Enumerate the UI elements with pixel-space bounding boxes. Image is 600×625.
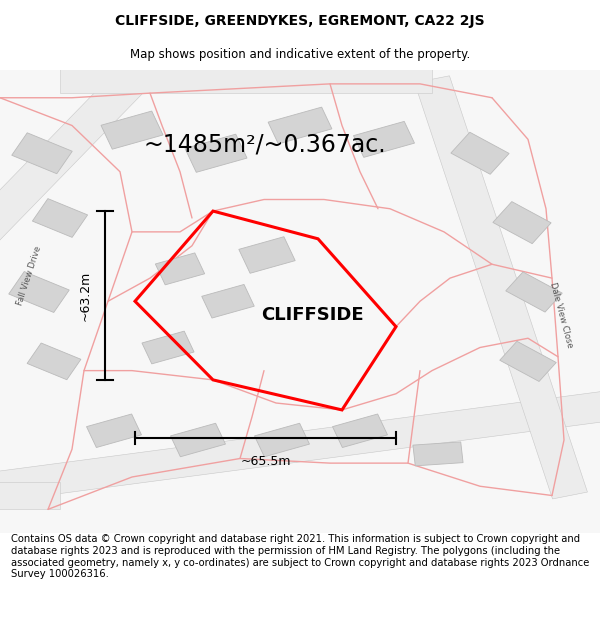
Text: Contains OS data © Crown copyright and database right 2021. This information is : Contains OS data © Crown copyright and d… <box>11 534 589 579</box>
Text: CLIFFSIDE, GREENDYKES, EGREMONT, CA22 2JS: CLIFFSIDE, GREENDYKES, EGREMONT, CA22 2J… <box>115 14 485 28</box>
Text: Map shows position and indicative extent of the property.: Map shows position and indicative extent… <box>130 48 470 61</box>
Polygon shape <box>170 423 226 457</box>
Polygon shape <box>32 199 88 238</box>
Polygon shape <box>9 271 69 312</box>
Polygon shape <box>506 272 562 312</box>
Text: ~1485m²/~0.367ac.: ~1485m²/~0.367ac. <box>144 132 386 156</box>
Polygon shape <box>142 331 194 364</box>
Polygon shape <box>239 237 295 273</box>
Polygon shape <box>413 442 463 466</box>
Polygon shape <box>12 132 72 174</box>
Polygon shape <box>202 284 254 318</box>
Text: Fall View Drive: Fall View Drive <box>15 245 43 307</box>
Polygon shape <box>332 414 388 447</box>
Polygon shape <box>86 414 142 447</box>
Polygon shape <box>353 121 415 158</box>
Polygon shape <box>0 70 600 532</box>
Polygon shape <box>451 132 509 174</box>
Polygon shape <box>493 202 551 244</box>
Polygon shape <box>0 388 600 501</box>
Polygon shape <box>254 423 310 457</box>
Polygon shape <box>415 76 587 499</box>
Text: ~65.5m: ~65.5m <box>240 455 291 468</box>
Polygon shape <box>185 134 247 172</box>
Polygon shape <box>60 66 432 93</box>
Polygon shape <box>500 341 556 381</box>
Text: Dale View Close: Dale View Close <box>548 281 574 349</box>
Polygon shape <box>101 111 163 149</box>
Polygon shape <box>0 482 60 509</box>
Polygon shape <box>0 70 148 255</box>
Polygon shape <box>268 107 332 144</box>
Polygon shape <box>155 253 205 285</box>
Polygon shape <box>27 343 81 380</box>
Text: CLIFFSIDE: CLIFFSIDE <box>260 306 364 324</box>
Text: ~63.2m: ~63.2m <box>79 271 92 321</box>
